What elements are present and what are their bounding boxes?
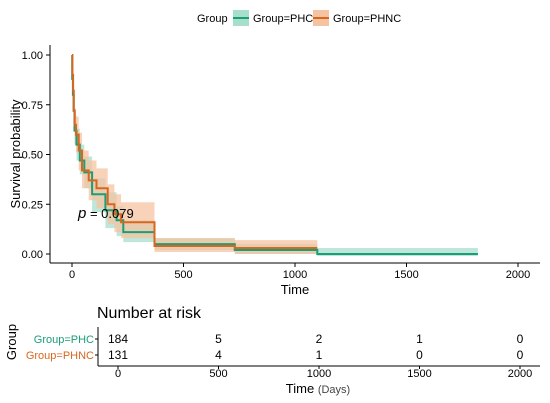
y-axis-label: Survival probability	[8, 99, 23, 209]
x-axis-ticks: 0 500 1000 1500 2000	[69, 263, 530, 281]
confidence-bands	[72, 55, 478, 256]
p-value-annotation: p = 0.079	[77, 205, 134, 222]
survival-curves	[71, 54, 478, 255]
confidence-band-phnc	[72, 55, 318, 254]
y-tick-label: 0.00	[22, 249, 43, 261]
legend-title: Group	[197, 13, 228, 25]
risk-table-x-label: Time (Days)	[286, 381, 350, 396]
risk-cell-phc: 5	[215, 332, 222, 346]
risk-cell-phc: 2	[316, 332, 323, 346]
risk-table: Number at risk Group Group=PHC Group=PHN…	[4, 305, 540, 396]
risk-cell-phnc: 4	[215, 348, 222, 362]
risk-table-cells: 184 5 2 1 0 131 4 1 0 0	[108, 332, 524, 362]
plot-area: 0.00 0.25 0.50 0.75 1.00 0 500 1000 1500 2000 Su…	[8, 45, 540, 297]
x-tick-label: 0	[69, 269, 75, 281]
risk-cell-phnc: 1	[316, 348, 323, 362]
risk-table-x-label-main: Time	[286, 381, 314, 396]
risk-row-label-phnc: Group=PHNC	[26, 350, 94, 362]
risk-x-tick-label: 1500	[407, 368, 431, 380]
x-tick-label: 1000	[283, 269, 307, 281]
x-tick-label: 1500	[394, 269, 418, 281]
risk-table-x-ticks: 0 500 1000 1500 2000	[115, 366, 532, 380]
risk-table-x-label-unit: (Days)	[318, 384, 350, 396]
x-tick-label: 2000	[506, 269, 530, 281]
risk-cell-phc: 184	[108, 332, 128, 346]
survival-curve-phnc	[71, 54, 318, 249]
risk-cell-phnc: 0	[416, 348, 423, 362]
risk-table-y-label: Group	[4, 324, 19, 360]
risk-x-tick-label: 0	[115, 368, 121, 380]
y-tick-label: 0.25	[22, 199, 43, 211]
y-tick-label: 1.00	[22, 50, 43, 62]
legend-label-phnc: Group=PHNC	[333, 13, 401, 25]
p-value-text: = 0.079	[86, 206, 133, 221]
x-axis-label: Time	[281, 282, 309, 297]
risk-cell-phnc: 0	[517, 348, 524, 362]
x-tick-label: 500	[174, 269, 192, 281]
risk-cell-phnc: 131	[108, 348, 128, 362]
p-value-symbol: p	[77, 205, 86, 222]
legend-label-phc: Group=PHC	[253, 13, 313, 25]
legend: Group Group=PHC Group=PHNC	[197, 10, 401, 26]
y-tick-label: 0.75	[22, 100, 43, 112]
risk-x-tick-label: 500	[209, 368, 227, 380]
risk-x-tick-label: 1000	[307, 368, 331, 380]
risk-cell-phc: 0	[517, 332, 524, 346]
risk-cell-phc: 1	[416, 332, 423, 346]
risk-row-label-phc: Group=PHC	[34, 334, 94, 346]
y-tick-label: 0.50	[22, 150, 43, 162]
y-axis-ticks: 0.00 0.25 0.50 0.75 1.00	[22, 50, 50, 261]
risk-x-tick-label: 2000	[508, 368, 532, 380]
risk-table-title: Number at risk	[97, 305, 202, 322]
